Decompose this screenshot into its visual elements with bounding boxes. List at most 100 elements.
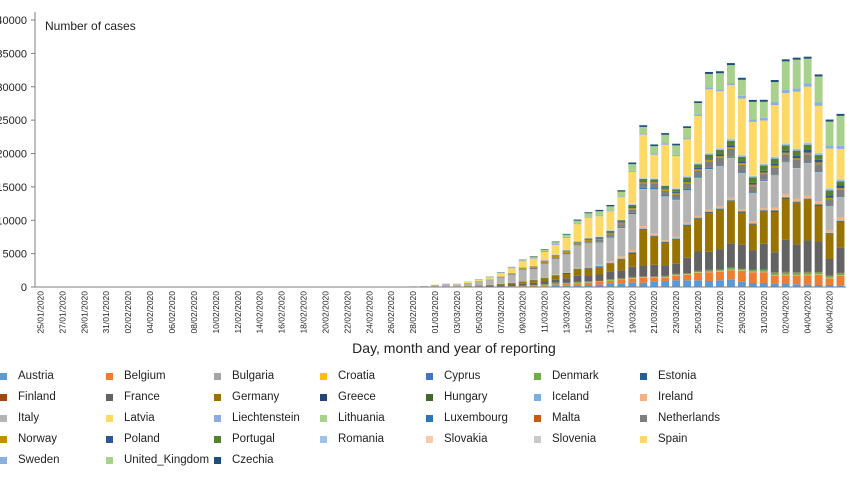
legend-label: Spain — [658, 433, 688, 445]
bar-segment — [803, 199, 812, 241]
legend-swatch — [534, 393, 541, 401]
bar-segment — [683, 273, 692, 275]
bar-segment — [770, 165, 779, 168]
legend-label: Slovenia — [552, 433, 597, 445]
bar-segment — [661, 240, 670, 242]
bar-segment — [683, 183, 692, 189]
bar-segment — [781, 150, 790, 153]
x-tick-label: 12/02/2020 — [233, 291, 243, 334]
legend-item: Greece — [320, 389, 376, 405]
x-axis: 25/01/2020 27/01/2020 29/01/2020 31/01/2020… — [35, 286, 846, 334]
bar-segment — [617, 256, 626, 259]
bar-segment — [836, 221, 845, 248]
bar-segment — [781, 284, 790, 287]
x-tick-label: 02/02/2020 — [123, 291, 133, 334]
bar-segment — [759, 243, 768, 270]
legend-item: Latvia — [106, 410, 155, 426]
bar-stack — [814, 74, 823, 287]
bar-segment — [770, 252, 779, 273]
legend-swatch — [214, 414, 221, 422]
bar-segment — [672, 192, 681, 195]
bar-segment — [661, 243, 670, 266]
bar-segment — [825, 188, 834, 191]
bar-segment — [748, 192, 757, 194]
bar-segment — [518, 283, 527, 286]
bar-segment — [825, 206, 834, 231]
bar-segment — [661, 189, 670, 191]
bar-segment — [770, 275, 779, 284]
bar-segment — [595, 216, 604, 237]
bar-segment — [650, 281, 659, 287]
bar-segment — [606, 237, 615, 262]
bar-segment — [617, 191, 626, 197]
bar-segment — [507, 283, 516, 285]
bar-segment — [562, 233, 571, 235]
bar-stack — [606, 205, 615, 287]
bar-stack — [452, 283, 461, 287]
bar-segment — [737, 270, 746, 282]
bar-segment — [650, 182, 659, 184]
bar-segment — [716, 280, 724, 287]
legend-item: Norway — [0, 431, 57, 447]
bar-segment — [595, 211, 604, 216]
bar-segment — [474, 281, 483, 286]
legend-label: Norway — [18, 433, 57, 445]
x-tick-label: 04/04/2020 — [803, 291, 813, 334]
bar-segment — [540, 249, 549, 251]
bar-segment — [792, 88, 801, 92]
bar-segment — [683, 127, 692, 138]
legend-item: Slovakia — [426, 431, 487, 447]
bar-segment — [770, 283, 779, 287]
bar-segment — [825, 145, 834, 149]
bar-segment — [551, 255, 560, 258]
bar-segment — [606, 263, 615, 264]
bar-stack — [518, 259, 527, 287]
legend-label: France — [124, 391, 160, 403]
bar-segment — [792, 150, 801, 156]
bar-stack — [825, 119, 834, 287]
bar-segment — [759, 99, 768, 102]
bar-segment — [803, 144, 812, 150]
bar-segment — [562, 252, 571, 255]
bar-stack — [726, 63, 735, 287]
bar-stack — [496, 271, 505, 287]
bar-segment — [672, 189, 681, 192]
bar-segment — [562, 273, 571, 279]
bar-stack — [716, 71, 724, 287]
bar-segment — [759, 211, 768, 212]
bar-segment — [507, 274, 516, 283]
bar-segment — [748, 182, 757, 185]
bar-segment — [650, 276, 659, 278]
legend-swatch — [106, 456, 113, 464]
bar-segment — [606, 280, 615, 284]
bar-segment — [836, 221, 845, 222]
bar-segment — [726, 201, 735, 244]
legend-swatch — [106, 393, 113, 401]
bar-segment — [716, 73, 724, 90]
bar-segment — [595, 281, 604, 282]
bar-segment — [606, 206, 615, 211]
y-tick-label: 40000 — [0, 15, 27, 27]
bar-segment — [661, 190, 670, 195]
y-tick-label: 10000 — [0, 215, 27, 227]
bar-segment — [814, 155, 823, 160]
bar-segment — [814, 201, 823, 204]
bar-stack — [639, 125, 648, 287]
legend-item: Austria — [0, 368, 54, 384]
bar-stack — [431, 284, 439, 287]
bar-segment — [639, 178, 648, 182]
bar-segment — [650, 235, 659, 236]
bar-segment — [562, 284, 571, 286]
legend-label: Greece — [338, 391, 376, 403]
bar-segment — [639, 178, 648, 179]
bar-segment — [726, 156, 735, 158]
bar-segment — [694, 164, 702, 168]
bar-segment — [485, 277, 494, 280]
bar-segment — [825, 121, 834, 146]
bar-segment — [705, 168, 713, 170]
bar-segment — [737, 164, 746, 173]
chart-legend: Austria Belgium Bulgaria Croatia Cyprus Denma… — [0, 366, 847, 476]
y-tick-label: 25000 — [0, 115, 27, 127]
bar-segment — [639, 181, 648, 183]
bar-segment — [781, 161, 790, 163]
